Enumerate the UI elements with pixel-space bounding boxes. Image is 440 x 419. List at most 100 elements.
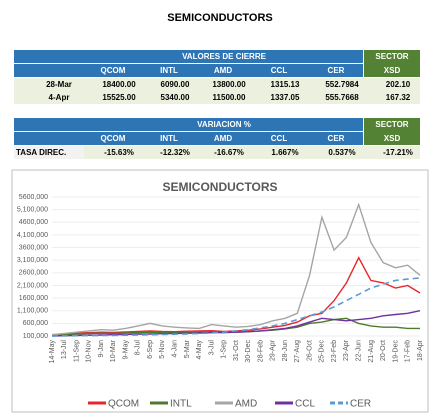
- y-tick-label: 5600,000: [19, 194, 48, 201]
- x-tick-label: 20-Oct: [380, 340, 387, 361]
- x-tick-label: 25-Dec: [319, 340, 326, 363]
- table-cell: -15.63%: [104, 148, 134, 157]
- header-band: [14, 64, 363, 77]
- x-tick-label: 22-Jun: [356, 340, 363, 362]
- x-tick-label: 10-Nov: [86, 340, 93, 363]
- x-tick-label: 1-Sep: [221, 340, 228, 359]
- table-cell: 202.10: [386, 80, 411, 89]
- x-tick-label: 10-Mar: [110, 339, 117, 362]
- group-header: SECTOR: [375, 52, 408, 61]
- table-cell: 28-Mar: [46, 80, 72, 89]
- column-header: AMD: [214, 66, 232, 75]
- x-tick-label: 28-Feb: [257, 340, 264, 362]
- y-tick-label: 1600,000: [19, 295, 48, 302]
- x-tick-label: 30-Dec: [245, 340, 252, 363]
- column-header: INTL: [160, 134, 178, 143]
- table-cell: 5340.00: [161, 93, 190, 102]
- x-tick-label: 23-Apr: [343, 339, 350, 361]
- table-cell: 555.7668: [325, 93, 359, 102]
- header-band: [14, 50, 363, 63]
- y-tick-label: 100,000: [23, 333, 48, 340]
- table-cell: 15525.00: [102, 93, 136, 102]
- table-cell: -12.32%: [160, 148, 190, 157]
- legend-label: INTL: [170, 399, 192, 410]
- x-tick-label: 13-Jul: [61, 340, 68, 360]
- x-tick-label: 11-Sep: [73, 340, 80, 362]
- chart-title: SEMICONDUCTORS: [162, 180, 277, 194]
- table-cell: 552.7984: [325, 80, 359, 89]
- y-tick-label: 3600,000: [19, 244, 48, 251]
- table-cell: 6090.00: [161, 80, 190, 89]
- y-tick-label: 2600,000: [19, 270, 48, 277]
- x-tick-label: 4-Jan: [172, 340, 179, 358]
- y-tick-label: 3,100,000: [17, 257, 48, 264]
- chart-frame: [11, 169, 429, 413]
- y-tick-label: 600,000: [23, 320, 48, 327]
- column-header: CCL: [271, 66, 288, 75]
- group-header: VALORES DE CIERRE: [182, 52, 267, 61]
- x-tick-label: 17-Feb: [405, 340, 412, 362]
- header-band: [14, 132, 363, 145]
- column-header: XSD: [384, 66, 401, 75]
- x-tick-label: 6-Sep: [147, 340, 154, 359]
- column-header: INTL: [160, 66, 178, 75]
- x-tick-label: 8-Jul: [135, 340, 142, 356]
- table-cell: -16.67%: [214, 148, 244, 157]
- legend-label: AMD: [235, 399, 257, 410]
- x-tick-label: 18-Apr: [417, 339, 424, 361]
- y-tick-label: 4,100,000: [17, 232, 48, 239]
- x-tick-label: 3-Jul: [208, 340, 215, 356]
- x-tick-label: 31-Oct: [233, 340, 240, 361]
- row-band: [14, 78, 420, 91]
- row-label-band: [14, 146, 84, 159]
- x-tick-label: 4-May: [196, 340, 203, 360]
- column-header: QCOM: [101, 134, 126, 143]
- x-tick-label: 21-Aug: [368, 340, 375, 363]
- table-cell: 1337.05: [271, 93, 300, 102]
- legend-label: QCOM: [108, 399, 139, 410]
- sector-band: [364, 50, 420, 77]
- column-header: XSD: [384, 134, 401, 143]
- table-cell: 0.537%: [328, 148, 355, 157]
- table-cell: 1.667%: [271, 148, 298, 157]
- group-header: VARIACION %: [197, 120, 251, 129]
- x-tick-label: 23-Feb: [331, 340, 338, 362]
- y-tick-label: 5,100,000: [17, 206, 48, 213]
- table-cell: TASA DIREC.: [16, 148, 66, 157]
- column-header: AMD: [214, 134, 232, 143]
- y-tick-label: 2,100,000: [17, 282, 48, 289]
- x-tick-label: 28-Jun: [282, 340, 289, 362]
- x-tick-label: 19-Dec: [392, 340, 399, 363]
- y-tick-label: 1,100,000: [17, 308, 48, 315]
- x-tick-label: 5-Nov: [159, 340, 166, 359]
- table-cell: 1315.13: [271, 80, 300, 89]
- legend-label: CER: [350, 399, 371, 410]
- row-band: [14, 91, 420, 104]
- x-tick-label: 14-May: [49, 340, 56, 364]
- column-header: QCOM: [101, 66, 126, 75]
- series-line: [51, 277, 421, 337]
- column-header: CCL: [271, 134, 288, 143]
- row-band: [14, 146, 420, 159]
- group-header: SECTOR: [375, 120, 408, 129]
- x-tick-label: 27-Aug: [294, 340, 301, 363]
- table-cell: 18400.00: [102, 80, 136, 89]
- table-cell: 4-Apr: [49, 93, 70, 102]
- sector-band: [364, 118, 420, 145]
- table-cell: 13800.00: [212, 80, 246, 89]
- column-header: CER: [328, 66, 345, 75]
- table-cell: 167.32: [386, 93, 411, 102]
- x-tick-label: 29-Apr: [270, 339, 277, 361]
- series-line: [51, 202, 421, 336]
- legend-label: CCL: [295, 399, 315, 410]
- header-band: [14, 118, 363, 131]
- table-cell: -17.21%: [383, 148, 413, 157]
- x-tick-label: 5-Mar: [184, 339, 191, 358]
- x-tick-label: 9-Jan: [98, 340, 105, 358]
- y-tick-label: 4600,000: [19, 219, 48, 226]
- x-tick-label: 9-May: [122, 340, 129, 360]
- table-cell: 11500.00: [213, 93, 246, 102]
- column-header: CER: [328, 134, 345, 143]
- x-tick-label: 26-Oct: [306, 340, 313, 361]
